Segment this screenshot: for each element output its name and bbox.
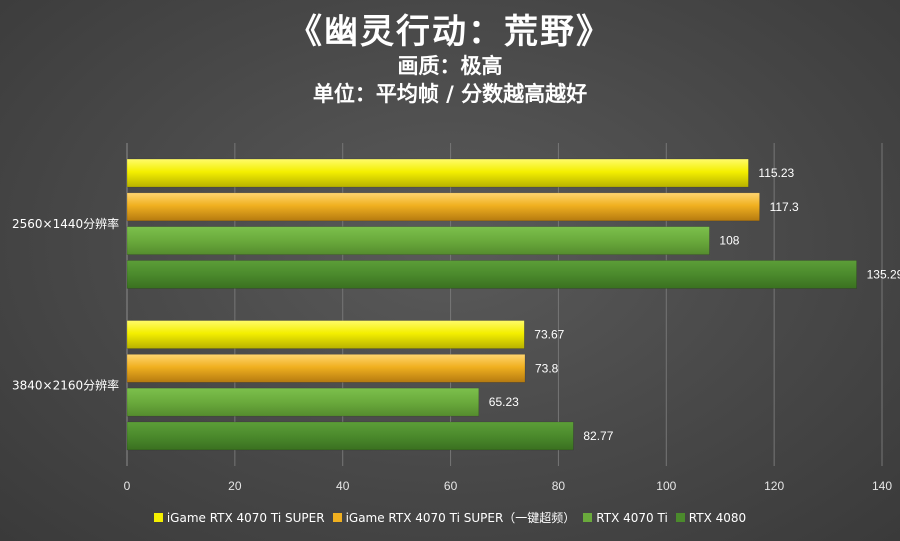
x-tick-label: 80	[552, 479, 566, 493]
category-label: 2560×1440分辨率	[12, 216, 119, 231]
label-layer: 0 20 40 60 80 100 120 140 2560×1440分辨率 115.23 117.…	[12, 166, 900, 493]
x-tick-label: 0	[124, 479, 131, 493]
legend-item: RTX 4070 Ti	[583, 511, 668, 525]
data-label: 135.29	[867, 267, 900, 281]
bar	[126, 354, 526, 383]
bar-layer	[126, 158, 857, 451]
bar	[126, 158, 749, 188]
legend-swatch	[332, 513, 342, 522]
chart-subtitle-quality: 画质：极高	[397, 54, 503, 78]
data-label: 115.23	[758, 166, 794, 180]
chart-subtitle-unit: 单位：平均帧 / 分数越高越好	[312, 82, 588, 106]
bar	[126, 260, 857, 289]
chart-legend: iGame RTX 4070 Ti SUPER iGame RTX 4070 Ti…	[0, 509, 900, 526]
legend-item: iGame RTX 4070 Ti SUPER	[153, 511, 325, 525]
x-tick-label: 100	[656, 479, 676, 493]
legend-label: RTX 4070 Ti	[596, 511, 668, 525]
legend-swatch	[153, 513, 163, 522]
legend-label: RTX 4080	[688, 511, 747, 525]
legend-label: iGame RTX 4070 Ti SUPER	[166, 511, 325, 525]
bar	[126, 226, 710, 255]
data-label: 73.8	[535, 361, 559, 375]
x-tick-label: 140	[872, 479, 892, 493]
data-label: 117.3	[770, 200, 799, 214]
x-tick-label: 120	[764, 479, 784, 493]
data-label: 82.77	[583, 429, 613, 443]
legend-swatch	[583, 513, 593, 522]
bar	[126, 192, 760, 222]
grid-layer	[126, 143, 883, 466]
x-tick-label: 20	[228, 479, 242, 493]
bar	[126, 387, 480, 417]
legend-item: RTX 4080	[675, 511, 747, 525]
chart-title: 《幽灵行动：荒野》	[288, 12, 612, 52]
data-label: 108	[719, 234, 739, 248]
data-label: 65.23	[489, 395, 519, 409]
category-label: 3840×2160分辨率	[12, 377, 119, 392]
legend-swatch	[675, 513, 685, 522]
data-label: 73.67	[534, 328, 564, 342]
bar	[126, 421, 574, 451]
bar	[126, 320, 525, 349]
legend-item: iGame RTX 4070 Ti SUPER（一键超频）	[332, 509, 576, 526]
legend-label: iGame RTX 4070 Ti SUPER（一键超频）	[345, 511, 576, 525]
chart-titles: 《幽灵行动：荒野》 画质：极高 单位：平均帧 / 分数越高越好	[0, 0, 900, 108]
x-tick-label: 40	[336, 479, 350, 493]
x-tick-label: 60	[444, 479, 458, 493]
